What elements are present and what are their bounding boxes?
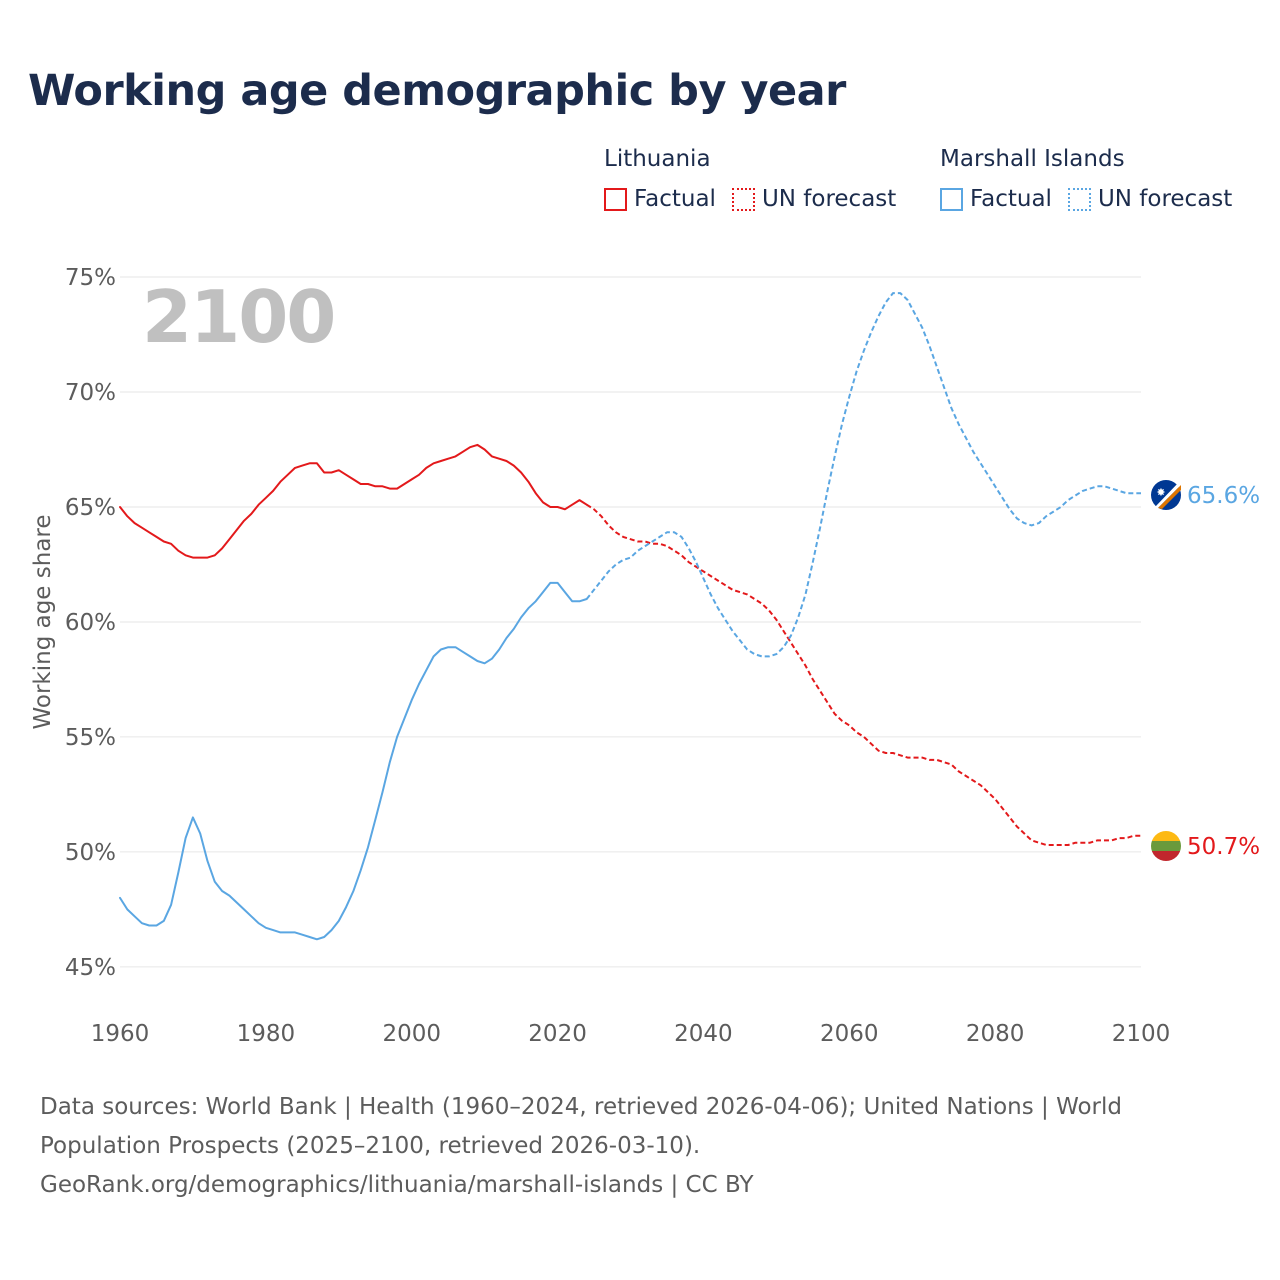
legend-item-label: Factual	[970, 186, 1052, 212]
x-tick-label: 2100	[1112, 1021, 1171, 1047]
legend-country-name: Lithuania	[604, 146, 711, 172]
data-sources-text: Data sources: World Bank | Health (1960–…	[40, 1094, 1122, 1159]
lithuania-end-label: 50.7%	[1187, 834, 1260, 860]
legend-item-marshall-factual[interactable]: Factual	[940, 186, 1052, 212]
dotted-swatch-icon	[731, 187, 755, 211]
marshall-islands-flag-icon: ✸	[1151, 480, 1181, 510]
x-tick-label: 2020	[528, 1021, 587, 1047]
marshall-islands-factual-line	[119, 581, 588, 941]
year-watermark: 2100	[142, 275, 334, 359]
lithuania-forecast-line	[586, 503, 1141, 846]
y-axis-title: Working age share	[30, 514, 56, 729]
legend-marshall-islands: Marshall Islands Factual UN forecast	[940, 144, 1232, 212]
legend-item-label: UN forecast	[761, 186, 897, 212]
y-tick-label: 55%	[65, 725, 116, 751]
x-tick-label: 2080	[966, 1021, 1025, 1047]
footer: Data sources: World Bank | Health (1960–…	[40, 1088, 1240, 1205]
dotted-swatch-icon	[1067, 187, 1091, 211]
marshall-islands-forecast-line	[585, 292, 1141, 658]
y-tick-label: 75%	[65, 265, 116, 291]
x-tick-label: 2000	[382, 1021, 441, 1047]
legend-item-label: Factual	[634, 186, 716, 212]
legend-country-name: Marshall Islands	[940, 146, 1125, 172]
legend-lithuania: Lithuania Factual UN forecast	[604, 144, 896, 212]
legend-item-lithuania-factual[interactable]: Factual	[604, 186, 716, 212]
page-title: Working age demographic by year	[28, 66, 846, 116]
legend-item-lithuania-forecast[interactable]: UN forecast	[731, 186, 897, 212]
x-tick-label: 2060	[820, 1021, 879, 1047]
y-tick-label: 70%	[65, 380, 116, 406]
solid-swatch-icon	[604, 187, 627, 211]
y-tick-label: 45%	[65, 955, 116, 981]
x-tick-label: 2040	[674, 1021, 733, 1047]
y-tick-label: 60%	[65, 610, 116, 636]
line-chart: 2100 45% 50% 55% 60% 65% 70% 75% 1960 1980 2000 20…	[30, 265, 1260, 1047]
marshall-islands-end-label: 65.6%	[1187, 483, 1260, 509]
lithuania-flag-icon	[1151, 831, 1181, 861]
attribution-text: GeoRank.org/demographics/lithuania/marsh…	[40, 1172, 754, 1198]
legend-item-marshall-forecast[interactable]: UN forecast	[1067, 186, 1233, 212]
y-tick-label: 65%	[65, 495, 116, 521]
y-tick-label: 50%	[65, 840, 116, 866]
x-tick-label: 1960	[91, 1021, 150, 1047]
lithuania-factual-line	[119, 443, 588, 559]
x-tick-label: 1980	[237, 1021, 296, 1047]
legend-item-label: UN forecast	[1097, 186, 1233, 212]
svg-text:✸: ✸	[1156, 486, 1165, 499]
solid-swatch-icon	[940, 187, 963, 211]
